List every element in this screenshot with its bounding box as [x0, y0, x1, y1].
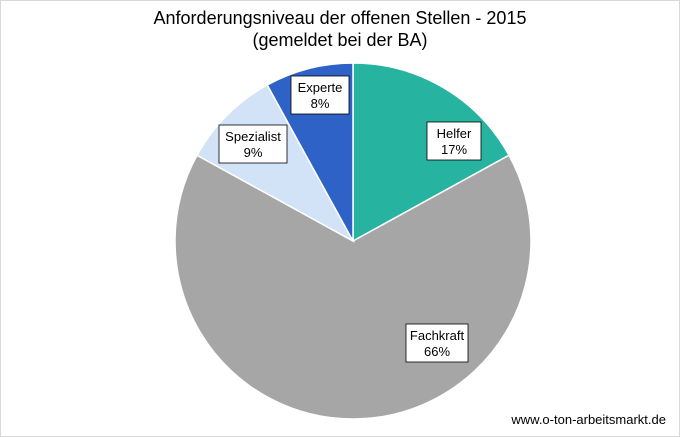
- chart-title: Anforderungsniveau der offenen Stellen -…: [153, 8, 527, 28]
- slice-value-label: 66%: [424, 344, 450, 359]
- chart-subtitle: (gemeldet bei der BA): [252, 30, 428, 50]
- slice-label: Fachkraft: [410, 328, 465, 343]
- slice-label: Helfer: [437, 126, 472, 141]
- slice-label: Experte: [298, 80, 343, 95]
- slice-value-label: 17%: [441, 142, 467, 157]
- slice-value-label: 8%: [311, 96, 330, 111]
- slice-label: Spezialist: [225, 129, 281, 144]
- slice-value-label: 9%: [244, 145, 263, 160]
- source-credit: www.o-ton-arbeitsmarkt.de: [511, 412, 666, 427]
